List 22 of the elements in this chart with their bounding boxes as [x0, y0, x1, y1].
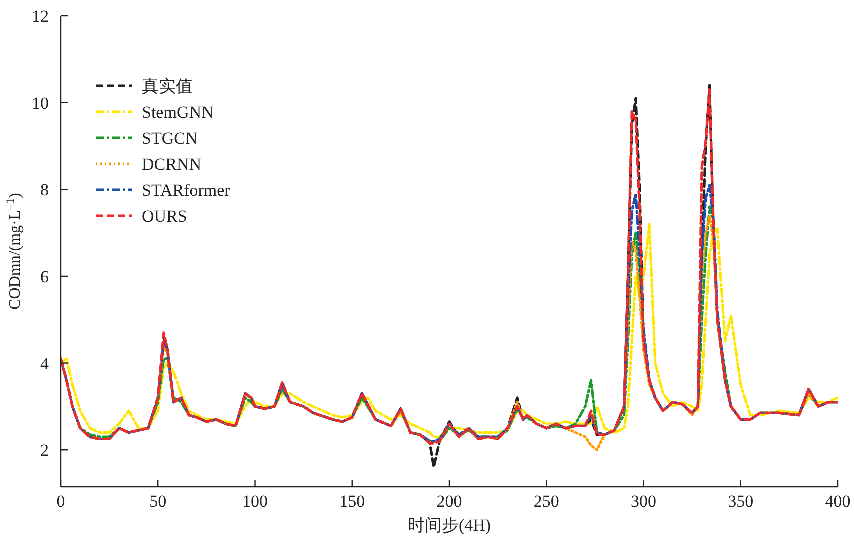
x-axis-title: 时间步(4H)	[408, 516, 492, 535]
y-tick-label: 2	[40, 441, 49, 460]
y-tick-label: 8	[40, 180, 49, 200]
x-tick-label: 250	[534, 492, 560, 511]
legend-label: STARformer	[142, 181, 231, 200]
legend-label: OURS	[142, 207, 188, 226]
legend-label: StemGNN	[142, 103, 214, 122]
x-tick-label: 400	[825, 492, 851, 511]
y-tick-label: 12	[32, 7, 49, 26]
y-tick-label: 4	[40, 354, 50, 374]
x-tick-label: 200	[436, 492, 462, 511]
x-tick-label: 50	[150, 492, 167, 511]
x-tick-label: 150	[340, 492, 366, 511]
legend-label: STGCN	[142, 129, 198, 148]
x-tick-label: 100	[242, 492, 268, 511]
x-tick-label: 300	[631, 492, 656, 511]
x-tick-label: 0	[56, 492, 66, 511]
legend-label: 真实值	[142, 77, 193, 96]
x-tick-label: 350	[728, 492, 754, 511]
y-tick-label: 10	[32, 94, 49, 113]
y-tick-label: 6	[40, 267, 49, 286]
legend-label: DCRNN	[142, 155, 202, 174]
